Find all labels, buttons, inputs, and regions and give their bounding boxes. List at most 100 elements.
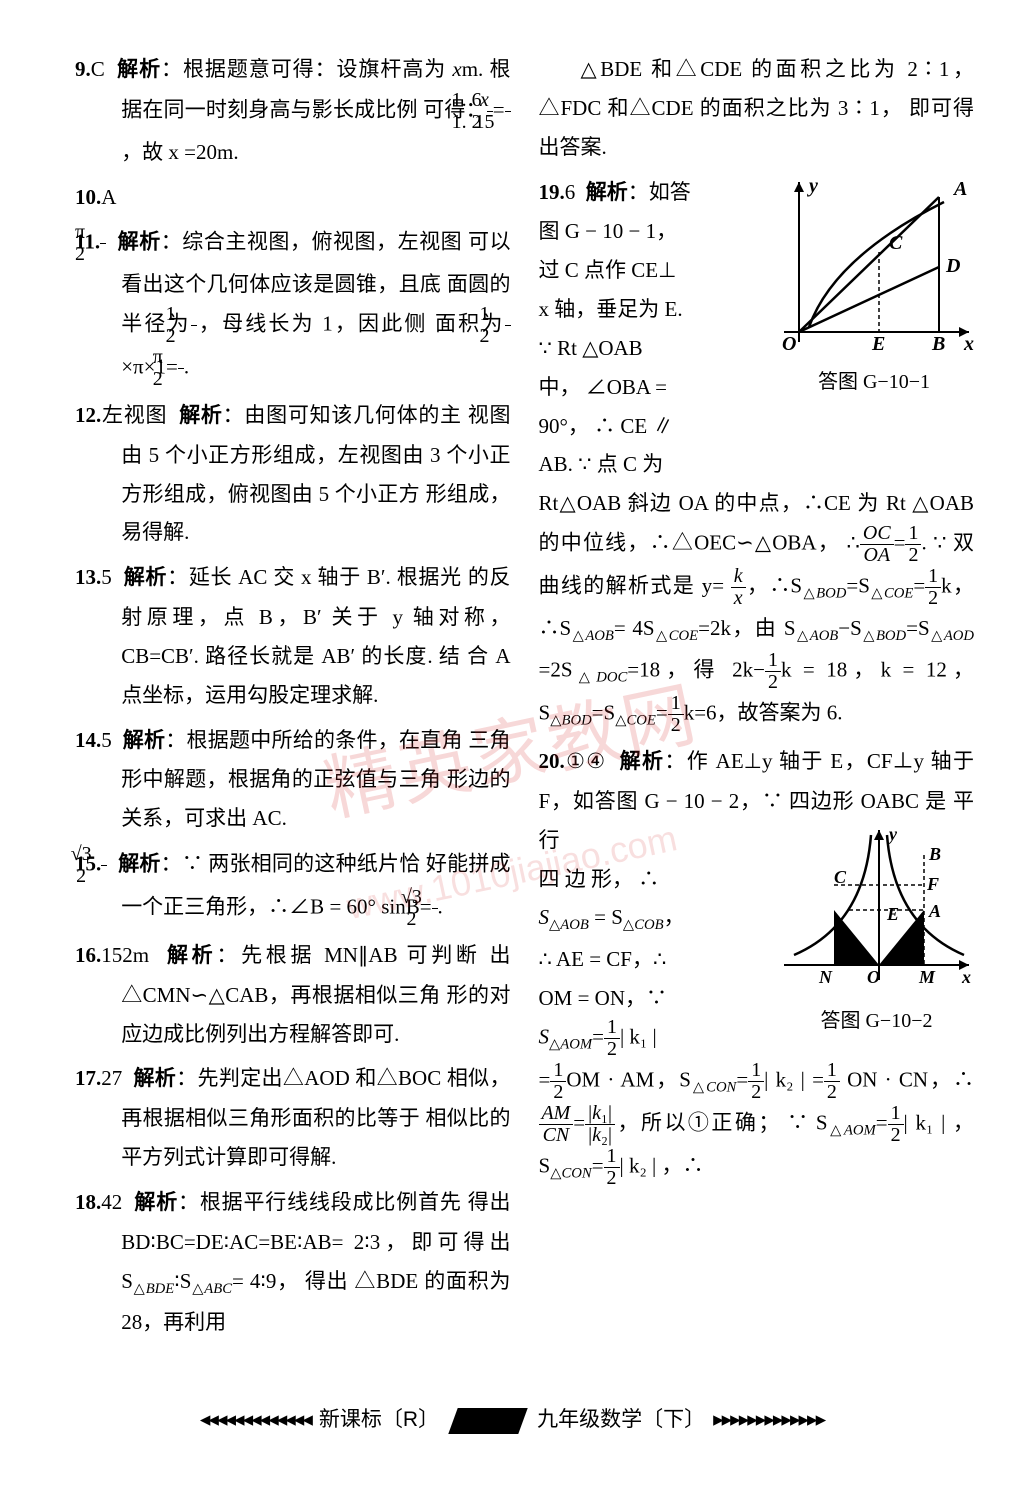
text: =S [592, 700, 616, 724]
text: 过 C 点作 CE⊥ [539, 258, 677, 282]
figure-caption: 答图 G−10−1 [774, 364, 974, 401]
text: k = 18，k = [781, 658, 914, 682]
svg-text:x: x [961, 967, 971, 987]
q-number: 13. [75, 565, 101, 589]
q18: 18.42 解析：根据平行线线段成比例首先 得出 BD∶BC=DE∶AC=BE∶… [75, 1183, 511, 1342]
text: ON · CN，∴ [847, 1068, 974, 1092]
analysis-label: 解析 [118, 852, 160, 875]
analysis-label: 解析 [118, 231, 161, 254]
q16: 16.152m 解析：先根据 MN∥AB 可判断 出△CMN∽△CAB，再根据相… [75, 936, 511, 1054]
text: ：先判定出△AOD 和△BOC [176, 1066, 441, 1090]
text: △FDC 和△CDE 的面积之比为 3∶1， [539, 96, 903, 120]
text: =S [846, 573, 870, 597]
analysis-label: 解析 [117, 58, 161, 81]
text: | k₁ | [620, 1025, 657, 1049]
text: ，所以①正确； [615, 1110, 779, 1134]
text: ：根据题意可得：设旗杆高为 [161, 57, 446, 81]
text: 90°， ∴ CE ∥ [539, 414, 674, 438]
svg-text:D: D [945, 255, 960, 277]
text: = [539, 1068, 551, 1092]
text: k=6，故答案为 [684, 700, 822, 724]
q13: 13.5 解析：延长 AC 交 x 轴于 B′. 根据光 的反射原理，点 B，B… [75, 558, 511, 714]
svg-text:E: E [871, 333, 885, 352]
answer: 27 [101, 1066, 122, 1090]
text: ∴ AE = CF，∴ [539, 947, 667, 971]
text: ：根据题中所给的条件，在直角 [165, 728, 463, 752]
text: = [592, 1025, 604, 1049]
analysis-label: 解析 [167, 944, 216, 967]
text: ，母线长为 1，因此侧 [197, 311, 428, 335]
analysis-label: 解析 [133, 1067, 176, 1090]
analysis-label: 解析 [123, 729, 166, 752]
text: x 轴，垂足为 E. [539, 297, 683, 321]
answer: A [101, 185, 116, 209]
q-number: 14. [75, 728, 101, 752]
analysis-label: 解析 [586, 181, 628, 204]
q19: A C D O E B x y 答图 G−10−1 19.6 解析：如答 图 G… [539, 173, 975, 736]
q15: 15.√32 解析：∵ 两张相同的这种纸片恰 好能拼成一个正三角形，∴∠B = … [75, 844, 511, 930]
answer: 42 [101, 1190, 122, 1214]
text: ：∵ 两张相同的这种纸片恰 [161, 851, 421, 875]
text: 图 G − 10 − 1， [539, 219, 678, 243]
answer: 5 [101, 565, 112, 589]
text: ：如答 [628, 180, 691, 204]
answer: 5 [101, 728, 112, 752]
arrow-right-icon: ▸▸▸▸▸▸▸▸▸▸▸▸▸ [713, 1401, 824, 1440]
text: =2k，由 S [698, 616, 795, 640]
text: −S [838, 616, 862, 640]
text: 4S [632, 616, 654, 640]
svg-text:N: N [818, 967, 833, 987]
analysis-label: 解析 [179, 404, 222, 427]
q-number: 12. [75, 403, 101, 427]
figure-caption: 答图 G−10−2 [779, 1003, 974, 1040]
q-number: 16. [75, 943, 101, 967]
svg-text:M: M [918, 967, 936, 987]
text: ∵ S [787, 1110, 827, 1134]
text: 面积为 [435, 311, 505, 335]
text: | k₂ | = [764, 1068, 824, 1092]
text: ∴ [847, 530, 860, 554]
page-footer: ◂◂◂◂◂◂◂◂◂◂◂◂◂ 新课标〔R〕 九年级数学〔下〕 ▸▸▸▸▸▸▸▸▸▸… [0, 1401, 1024, 1440]
q-number: 19. [539, 180, 565, 204]
text: = [913, 573, 925, 597]
text: △BDE 和△CDE 的面积之比为 2∶1， [581, 57, 975, 81]
svg-text:O: O [782, 333, 796, 352]
text: | k₂ | ，∴ [620, 1153, 704, 1177]
text: = [573, 1110, 585, 1134]
answer: 6 [565, 180, 576, 204]
svg-text:y: y [807, 177, 818, 197]
text: 6. [827, 700, 843, 724]
analysis-label: 解析 [620, 750, 665, 773]
q-number: 18. [75, 1190, 101, 1214]
text: =18，得 2k− [627, 658, 765, 682]
analysis-label: 解析 [134, 1191, 178, 1214]
text: = [656, 700, 668, 724]
q-number: 17. [75, 1066, 101, 1090]
text: ：作 AE⊥y 轴于 E，CF⊥y [664, 749, 924, 773]
svg-text:x: x [963, 333, 974, 352]
q-number: 20. [539, 749, 565, 773]
text: ∶S [174, 1269, 191, 1293]
text: =2S [539, 658, 573, 682]
text: = 4∶9， [232, 1269, 299, 1293]
text: = [614, 616, 626, 640]
figure-g10-2: B C F E A N O M x y 答图 G−10−2 [779, 825, 974, 1040]
figure-g10-1: A C D O E B x y 答图 G−10−1 [774, 177, 974, 402]
answer: 左视图 [101, 403, 167, 427]
text: 中， ∠OBA = [539, 375, 668, 399]
text: OM = ON，∵ [539, 986, 668, 1010]
text: 四 边 形， ∴ [539, 867, 660, 891]
text: AB. ∵ 点 C 为 [539, 452, 664, 476]
svg-text:F: F [926, 874, 939, 894]
text: ：先根据 MN∥AB 可判断 [216, 943, 480, 967]
svg-text:E: E [886, 904, 899, 924]
q18-cont: △BDE 和△CDE 的面积之比为 2∶1， △FDC 和△CDE 的面积之比为… [539, 50, 975, 167]
svg-text:C: C [834, 867, 847, 887]
text: = [736, 1068, 748, 1092]
left-column: 9.C 解析：根据题意可得：设旗杆高为 xm. 根据在同一时刻身高与影长成比例 … [75, 50, 511, 1348]
q9: 9.C 解析：根据题意可得：设旗杆高为 xm. 根据在同一时刻身高与影长成比例 … [75, 50, 511, 172]
text: ∵ Rt △OAB [539, 336, 643, 360]
text: Rt△OAB 斜边 OA 的中点，∴CE 为 Rt [539, 491, 906, 515]
answer: C [91, 57, 105, 81]
text: ， [664, 905, 685, 929]
